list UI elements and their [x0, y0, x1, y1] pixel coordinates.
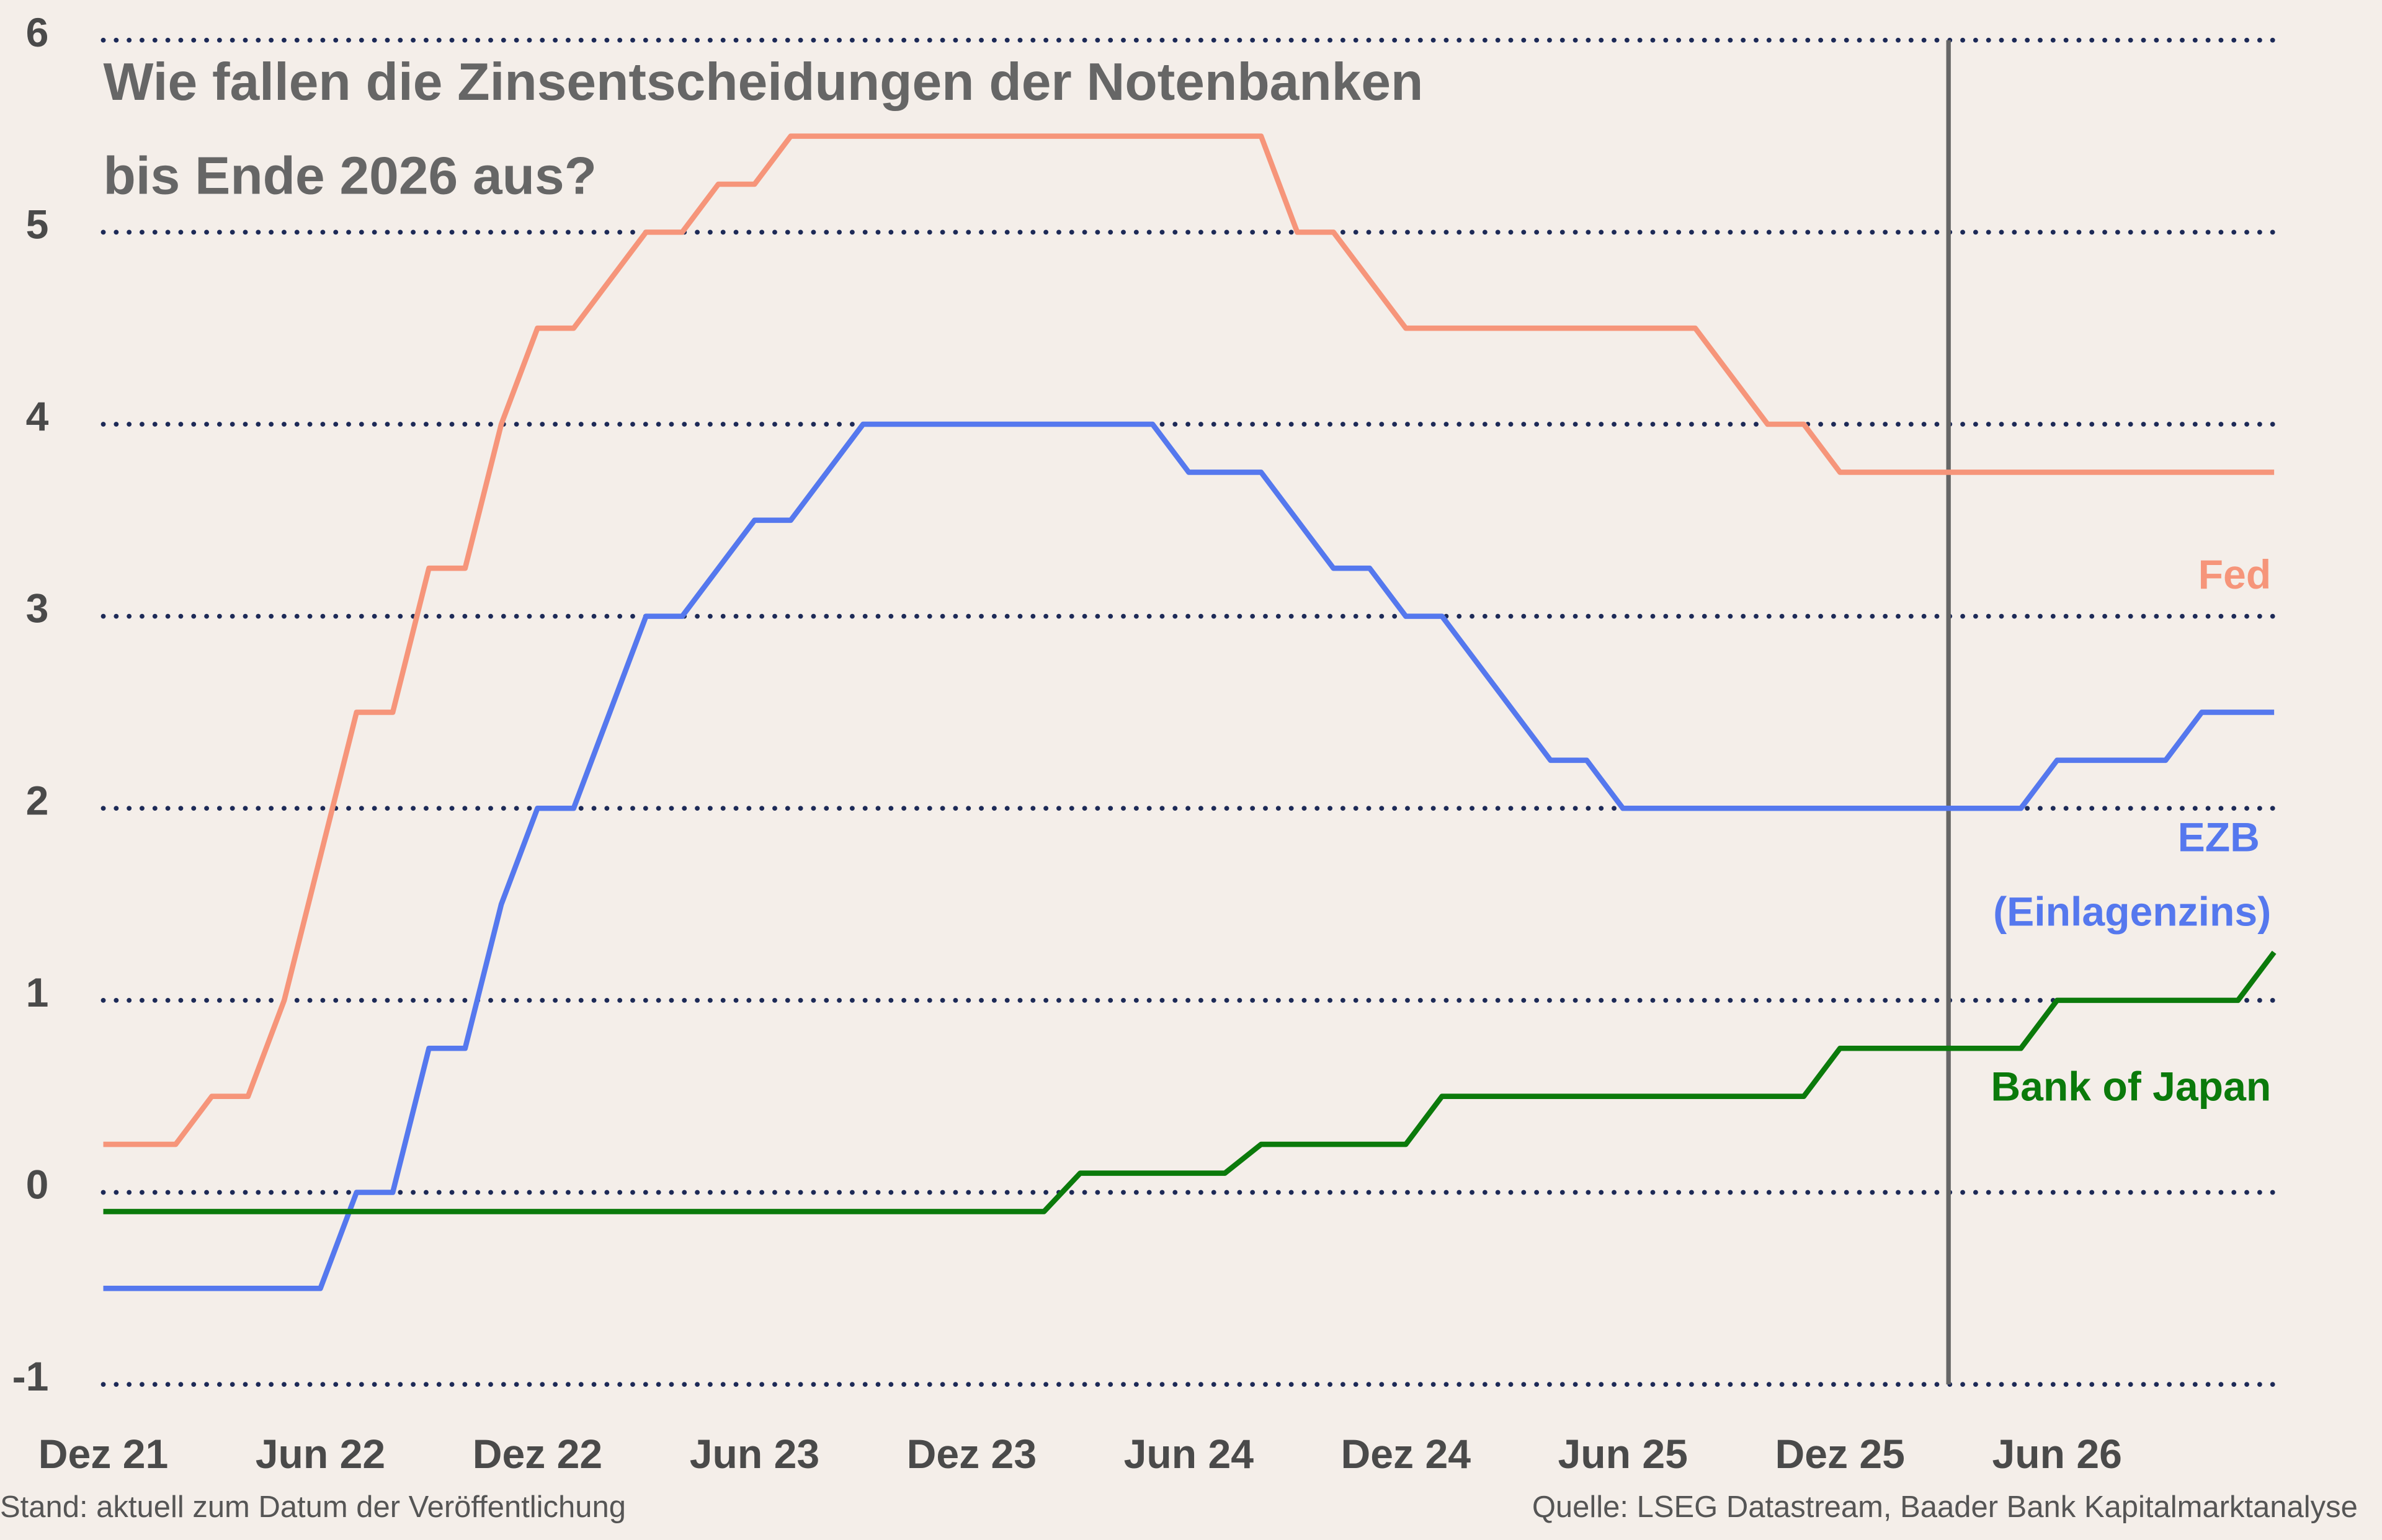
- chart-title: Wie fallen die Zinsentscheidungen der No…: [104, 52, 1424, 112]
- y-tick-label: 4: [26, 394, 49, 440]
- x-tick-label: Jun 24: [1124, 1431, 1254, 1477]
- x-tick-label: Dez 21: [38, 1431, 168, 1477]
- x-tick-label: Dez 25: [1775, 1431, 1904, 1477]
- x-tick-label: Dez 23: [907, 1431, 1037, 1477]
- series-line: [103, 950, 2277, 1214]
- x-tick-label: Dez 22: [473, 1431, 602, 1477]
- x-tick-label: Dez 24: [1341, 1431, 1471, 1477]
- series-label: EZB (Einlagenzins): [1993, 815, 2271, 935]
- y-tick-label: 1: [26, 970, 49, 1016]
- series-label: Fed: [2198, 552, 2272, 598]
- x-tick-label: Jun 26: [1992, 1431, 2121, 1477]
- y-tick-label: 5: [26, 202, 49, 248]
- chart-title: bis Ende 2026 aus?: [104, 146, 597, 206]
- source-note: Stand: aktuell zum Datum der Veröffentli…: [0, 1490, 626, 1524]
- y-tick-label: 6: [26, 10, 49, 56]
- y-tick-label: 3: [26, 586, 49, 632]
- x-tick-label: Jun 22: [256, 1431, 385, 1477]
- series-line: [103, 133, 2275, 1147]
- y-tick-label: 0: [26, 1162, 49, 1208]
- y-tick-label: 2: [26, 778, 49, 824]
- x-tick-label: Jun 23: [690, 1431, 819, 1477]
- source-note: Quelle: LSEG Datastream, Baader Bank Kap…: [1532, 1490, 2358, 1524]
- x-tick-label: Jun 25: [1558, 1431, 1688, 1477]
- y-tick-label: -1: [12, 1354, 49, 1400]
- series-line: [103, 421, 2275, 1291]
- series-label: Bank of Japan: [1991, 1064, 2271, 1110]
